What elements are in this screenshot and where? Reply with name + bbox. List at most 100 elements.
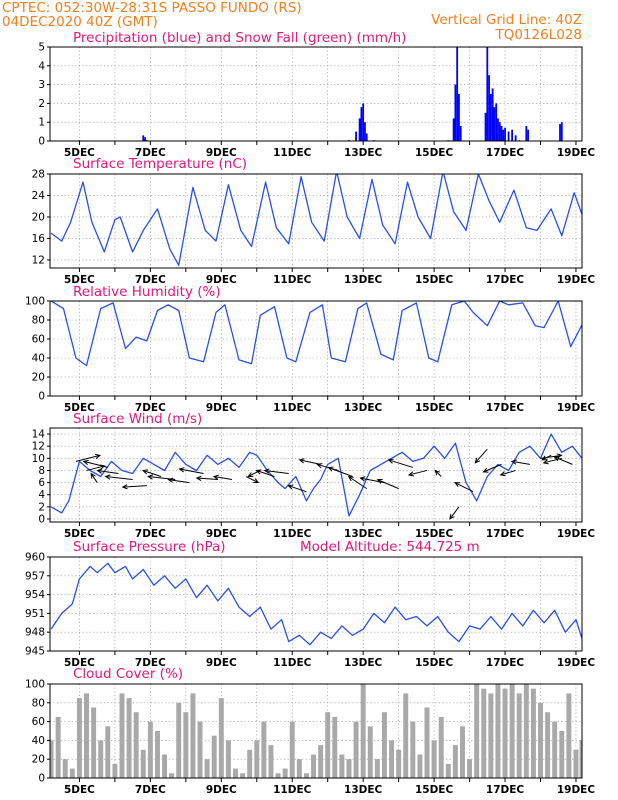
wind-title: Surface Wind (m/s) <box>73 411 202 427</box>
cloud-bar <box>545 712 551 778</box>
cloud-bar <box>133 712 139 778</box>
wind-arrow <box>195 475 218 481</box>
y-tick-label: 80 <box>32 697 45 709</box>
wind-arrow <box>407 469 428 477</box>
precip-bar-blue <box>488 75 490 141</box>
cloud-bar <box>438 716 444 778</box>
y-tick-label: 0 <box>38 773 45 785</box>
panels: Precipitation (blue) and Snow Fall (gree… <box>25 30 595 796</box>
wind-arrow-head <box>96 468 103 474</box>
x-tick-label: 7DEC <box>135 147 166 159</box>
wind-arrow <box>263 468 289 474</box>
cloud-bar <box>579 740 582 778</box>
wind-arrow-shaft <box>348 476 367 490</box>
cloud-bar <box>254 740 260 778</box>
x-tick-label: 17DEC <box>486 402 525 414</box>
wind-arrow-head <box>263 468 270 474</box>
y-tick-label: 0 <box>38 513 45 525</box>
x-tick-label: 13DEC <box>344 402 383 414</box>
wind-arrow-head <box>178 467 185 473</box>
wind-arrow-shaft <box>168 479 190 484</box>
wind-arrow <box>499 469 516 477</box>
pressure-data <box>50 562 582 646</box>
wind-arrow <box>255 469 275 477</box>
wind-arrow <box>75 453 102 462</box>
wind-arrow-shaft <box>264 469 289 474</box>
wind-arrow-shaft <box>377 479 399 490</box>
y-tick-label: 2 <box>38 98 45 110</box>
wind-arrow-shaft <box>511 460 530 465</box>
x-tick-label: 19DEC <box>557 657 596 669</box>
precip-bar-blue <box>495 103 498 141</box>
wind-arrow <box>167 477 190 484</box>
wind-arrow-head <box>387 458 394 464</box>
wind-arrow-head <box>121 484 128 490</box>
wind-arrow-shaft <box>75 454 101 462</box>
cloud-bar <box>303 773 309 778</box>
cloud-bar <box>247 749 253 778</box>
cloud-bar <box>76 698 82 778</box>
x-tick-label: 13DEC <box>344 784 383 796</box>
x-tick-label: 9DEC <box>206 402 237 414</box>
wind-arrow-head <box>90 472 96 479</box>
wind-line <box>50 433 582 517</box>
cloud-bar <box>275 773 281 778</box>
temperature-frame <box>49 173 583 269</box>
wind-arrow-head <box>253 478 260 484</box>
precip-bar-blue <box>498 122 501 141</box>
wind-arrow-head <box>454 482 461 487</box>
wind-arrow-head <box>247 472 254 477</box>
precip-bar-blue <box>493 107 496 141</box>
precip-bar-blue <box>144 137 146 141</box>
cloud-bar <box>509 684 515 778</box>
cloud-bar <box>190 693 196 778</box>
wind-arrow <box>104 474 133 481</box>
cloud-bar <box>183 712 189 778</box>
wind-arrow <box>96 468 119 474</box>
cloud-bar <box>50 740 54 778</box>
cloud-bar <box>176 702 182 778</box>
wind-arrow-head <box>474 457 481 464</box>
x-tick-label: 9DEC <box>206 274 237 286</box>
cloud-bar <box>62 759 68 778</box>
y-tick-label: 24 <box>32 190 46 202</box>
cloud-bar <box>98 740 104 778</box>
cloud-bar <box>445 763 451 778</box>
cloud-bar <box>559 731 565 778</box>
wind-arrow <box>387 458 413 468</box>
wind-arrow-shaft <box>500 469 516 476</box>
precip-bar-blue <box>486 47 489 141</box>
precip-bar-blue <box>507 131 510 141</box>
wind-arrow-head <box>316 463 323 469</box>
wind-arrow <box>141 469 162 477</box>
cloud-bar <box>530 688 536 778</box>
temperature-line <box>50 174 582 266</box>
wind-arrow <box>376 478 399 490</box>
cloud-bar <box>410 721 416 778</box>
wind-data <box>50 433 582 520</box>
wind-arrow <box>510 459 530 465</box>
wind-arrow-head <box>553 456 560 461</box>
precip-bar-blue <box>142 135 145 141</box>
precip-bar-blue <box>500 125 503 141</box>
x-tick-label: 13DEC <box>344 147 383 159</box>
precip-bar-blue <box>365 133 368 141</box>
station-info: CPTEC: 052:30W-28:31S PASSO FUNDO (RS) <box>2 0 302 16</box>
x-tick-label: 11DEC <box>273 402 312 414</box>
model-code: TQ0126L028 <box>494 27 582 43</box>
temperature-title: Surface Temperature (nC) <box>73 156 247 172</box>
cloud-bar <box>360 684 366 778</box>
y-tick-label: 16 <box>32 233 46 245</box>
precip-bar-blue <box>355 131 357 141</box>
wind-arrow-shaft <box>388 459 413 468</box>
y-tick-label: 3 <box>38 79 45 91</box>
x-tick-label: 5DEC <box>64 784 95 796</box>
cloud-bar <box>169 773 175 778</box>
x-tick-label: 9DEC <box>206 784 237 796</box>
wind-arrow-head <box>212 474 219 480</box>
precipitation-title: Precipitation (blue) and Snow Fall (gree… <box>73 30 406 46</box>
y-tick-label: 20 <box>32 211 45 223</box>
wind-arrow-shaft <box>142 470 162 477</box>
wind-arrow <box>327 466 353 477</box>
